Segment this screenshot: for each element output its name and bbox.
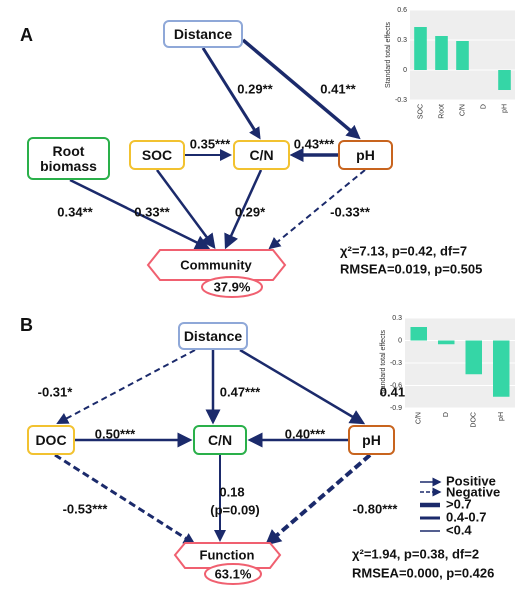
y-axis-label: Standard total effects [380,329,387,396]
bar [438,340,455,345]
bar [435,36,448,70]
edge-label: 0.29* [235,204,266,219]
bar [456,41,469,70]
y-tick-label: 0.6 [397,7,407,14]
explained-variance: 63.1% [215,566,252,581]
y-tick-label: -0.9 [390,405,402,412]
arrows-a [69,38,366,298]
bar [414,27,427,70]
node: Distance [178,322,248,350]
legend-label: 0.4-0.7 [446,509,486,524]
edge-label: -0.33** [330,204,371,219]
x-tick-label: D [480,104,487,109]
edge-label: -0.80*** [353,501,399,516]
y-axis-label: Standard total effects [385,21,392,88]
y-tick-label: -0.3 [390,360,402,367]
x-tick-label: C/N [459,104,466,116]
x-tick-label: C/N [416,412,423,424]
edge-label: 0.47*** [220,384,261,399]
edge-labels-a: 0.29** 0.41** 0.35*** 0.43*** 0.34** 0.3… [57,81,371,219]
arrows-b [54,348,372,585]
bar [498,70,511,90]
edge-label: 0.50*** [95,426,136,441]
fit-stat: RMSEA=0.000, p=0.426 [352,565,494,580]
legend-keys [420,477,442,532]
outcome-label: Function [200,547,255,562]
node: C/N [193,425,247,455]
node: pH [338,140,393,170]
y-tick-label: 0 [403,67,407,74]
fit-stat: RMSEA=0.019, p=0.505 [340,261,482,276]
node: C/N [233,140,290,170]
y-tick-label: -0.3 [395,97,407,104]
legend-label: >0.7 [446,496,472,511]
edge-label: -0.53*** [63,501,109,516]
x-tick-label: pH [498,412,505,421]
edge-label: 0.41** [320,81,356,96]
x-tick-label: Root [438,104,445,119]
outcome-label: Community [180,257,252,272]
edge-label: 0.43*** [294,136,335,151]
legend-label: Positive [446,473,496,488]
node: Root biomass [27,137,110,180]
bar [410,327,427,341]
y-tick-label: 0.3 [397,37,407,44]
node: pH [348,425,395,455]
node: SOC [129,140,185,170]
y-tick-label: 0 [398,337,402,344]
edge-label: 0.33** [134,204,170,219]
explained-variance: 37.9% [214,279,251,294]
edge-labels-b: -0.31* 0.47*** 0.41*** 0.50*** 0.40*** 0… [38,384,422,517]
node: Distance [163,20,243,48]
legend-label: Negative [446,484,500,499]
x-tick-label: SOC [417,104,424,119]
bar [493,340,510,397]
panel-label: A [20,25,33,45]
y-tick-label: -0.6 [390,382,402,389]
edge-label: 0.34** [57,204,93,219]
y-tick-label: 0.3 [392,315,402,322]
x-tick-label: pH [501,104,508,113]
edge-label: 0.40*** [285,426,326,441]
edge-label: (p=0.09) [210,502,260,517]
node: DOC [27,425,75,455]
edge-label: 0.35*** [190,136,231,151]
edge-label: -0.31* [38,384,74,399]
panel-label: B [20,315,33,335]
fit-stat: χ²=1.94, p=0.38, df=2 [352,546,479,561]
x-tick-label: D [443,412,450,417]
x-tick-label: DOC [471,412,478,428]
bar [465,340,482,375]
edge-label: 0.18 [219,484,244,499]
legend-label: <0.4 [446,522,472,537]
edge-label: 0.29** [237,81,273,96]
fit-stat: χ²=7.13, p=0.42, df=7 [340,243,467,258]
